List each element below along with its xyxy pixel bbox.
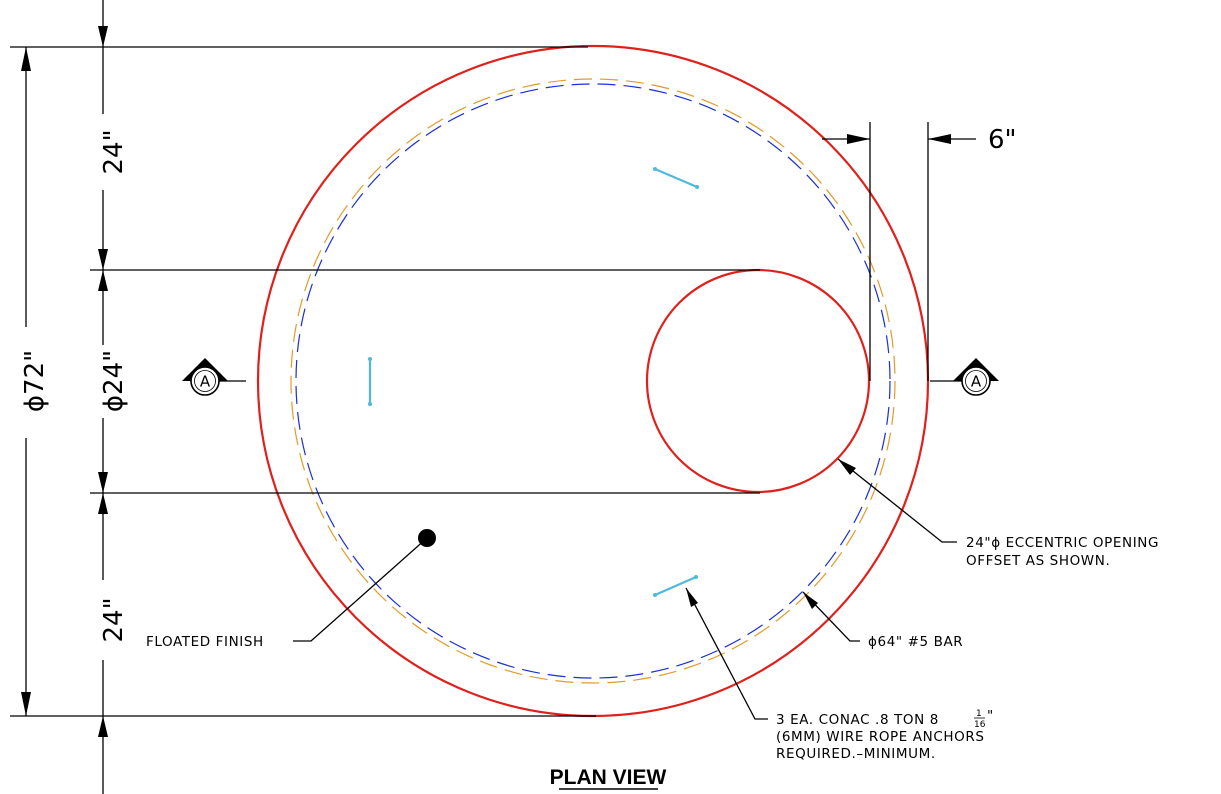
note-anchors-frac-den: 16: [974, 720, 986, 730]
outer-slab-circle: [256, 44, 930, 718]
note-anchors: 3 EA. CONAC .8 TON 8 1 16 " (6MM) WIRE R…: [776, 708, 994, 762]
anchor-left: [368, 357, 372, 406]
extension-lines: [10, 46, 760, 717]
top-segment-label: 24": [99, 129, 129, 174]
offset-dimension: [822, 122, 976, 381]
note-anchors-line3: REQUIRED.–MINIMUM.: [776, 746, 936, 762]
overall-diameter-dimension: [21, 47, 31, 716]
note-anchors-inch: ": [987, 708, 994, 724]
rebar-circle-blue: [295, 83, 891, 679]
note-eccentric-opening-line2: OFFSET AS SHOWN.: [966, 553, 1110, 569]
anchor-bottom: [653, 575, 698, 597]
note-floated-finish: FLOATED FINISH: [146, 634, 264, 650]
plan-view-title: PLAN VIEW: [550, 766, 667, 789]
note-rebar: ϕ64" #5 BAR: [868, 634, 963, 650]
leader-floated-finish: [293, 537, 428, 642]
segment-dimension-chain: [98, 0, 108, 794]
note-anchors-frac-num: 1: [976, 709, 982, 719]
section-marker-right-label: A: [971, 373, 982, 391]
bottom-segment-label: 24": [99, 597, 129, 642]
section-marker-right: [930, 358, 999, 396]
leader-anchors: [685, 587, 768, 720]
leader-eccentric-opening: [837, 458, 957, 543]
section-marker-left: [182, 358, 246, 396]
offset-label: 6": [988, 125, 1017, 155]
overall-diameter-label: ϕ72": [20, 350, 50, 412]
eccentric-opening-circle: [645, 268, 871, 494]
note-eccentric-opening-line1: 24"ϕ ECCENTRIC OPENING: [966, 535, 1159, 551]
note-anchors-line2: (6MM) WIRE ROPE ANCHORS: [776, 729, 985, 745]
rebar-circle-orange: [290, 78, 896, 684]
anchor-top: [653, 167, 699, 189]
section-marker-left-label: A: [200, 373, 211, 391]
note-anchors-line1: 3 EA. CONAC .8 TON 8: [776, 712, 939, 728]
opening-diameter-label: ϕ24": [99, 350, 129, 412]
leader-rebar: [802, 591, 860, 642]
